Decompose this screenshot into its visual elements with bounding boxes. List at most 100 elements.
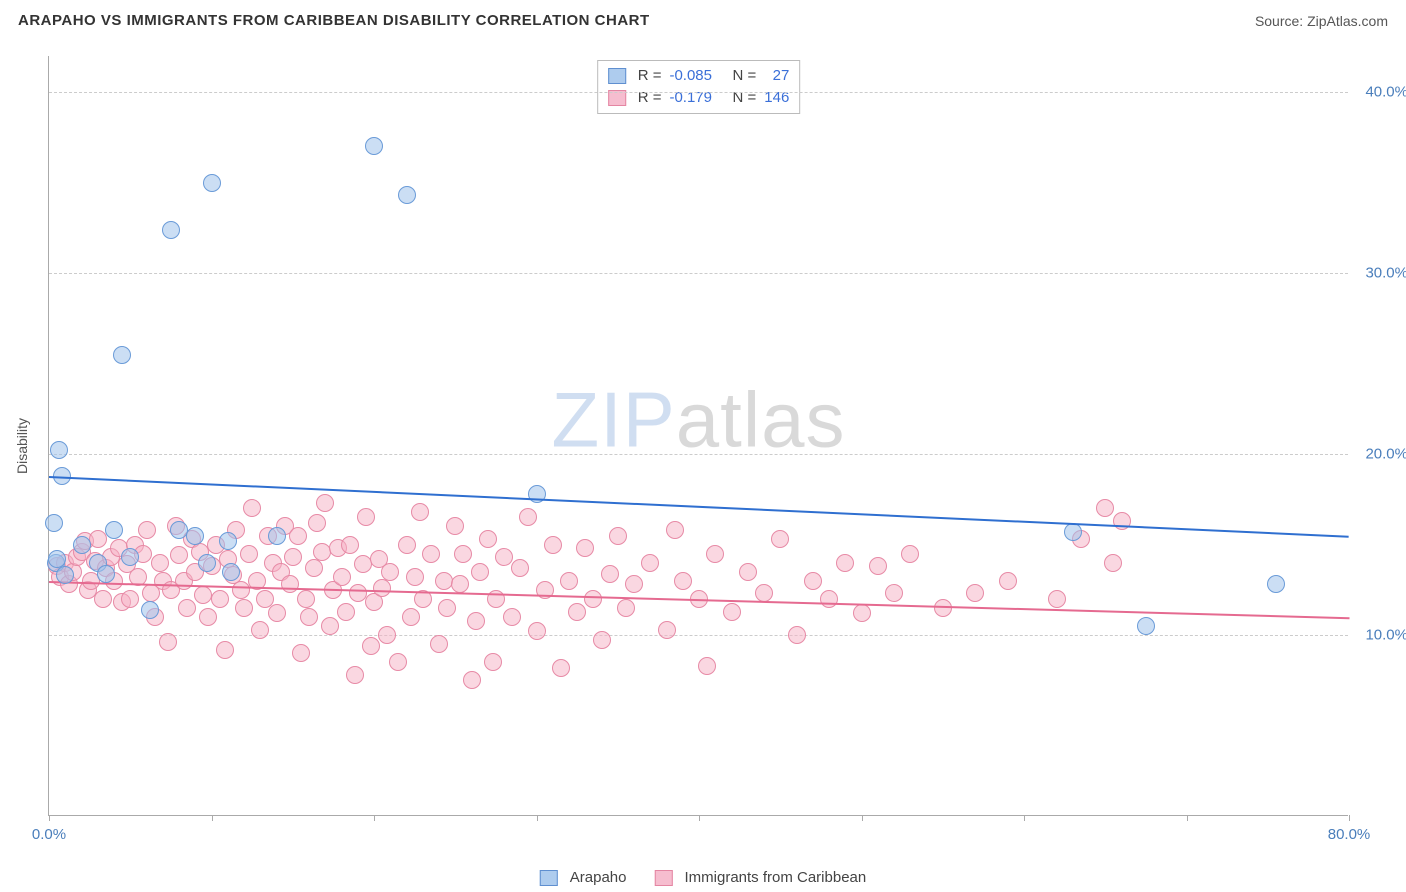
scatter-point [560,572,578,590]
scatter-point [232,581,250,599]
scatter-point [357,508,375,526]
x-tick [537,815,538,821]
scatter-point [1064,523,1082,541]
scatter-point [48,550,66,568]
x-tick [1024,815,1025,821]
scatter-point [430,635,448,653]
scatter-point [698,657,716,675]
scatter-point [885,584,903,602]
scatter-point [138,521,156,539]
scatter-point [467,612,485,630]
legend-label-arapaho: Arapaho [570,869,627,886]
scatter-point [141,601,159,619]
scatter-point [617,599,635,617]
scatter-point [381,563,399,581]
scatter-point [576,539,594,557]
scatter-point [113,346,131,364]
bottom-legend: Arapaho Immigrants from Caribbean [540,869,866,886]
scatter-point [552,659,570,677]
x-tick [212,815,213,821]
legend-item-arapaho: Arapaho [540,869,627,886]
scatter-point [316,494,334,512]
x-tick [49,815,50,821]
scatter-point [56,566,74,584]
scatter-point [365,137,383,155]
scatter-point [378,626,396,644]
scatter-point [243,499,261,517]
scatter-point [511,559,529,577]
scatter-point [313,543,331,561]
scatter-point [484,653,502,671]
scatter-point [337,603,355,621]
scatter-point [268,527,286,545]
scatter-point [281,575,299,593]
scatter-point [706,545,724,563]
n-value-arapaho: 27 [764,65,789,87]
scatter-point [321,617,339,635]
scatter-point [121,548,139,566]
legend-label-caribbean: Immigrants from Caribbean [684,869,866,886]
x-tick-label: 80.0% [1328,826,1371,843]
scatter-point [398,186,416,204]
scatter-point [346,666,364,684]
scatter-point [300,608,318,626]
scatter-point [251,621,269,639]
scatter-point [389,653,407,671]
x-tick [1349,815,1350,821]
scatter-point [1096,499,1114,517]
y-tick-label: 20.0% [1353,446,1406,463]
scatter-point [203,174,221,192]
scatter-point [292,644,310,662]
swatch-arapaho [608,68,626,84]
scatter-point [170,546,188,564]
scatter-point [268,604,286,622]
r-value-arapaho: -0.085 [669,65,712,87]
scatter-point [593,631,611,649]
swatch-caribbean-bottom [654,870,672,886]
source-label: Source: ZipAtlas.com [1255,13,1388,29]
swatch-arapaho-bottom [540,870,558,886]
scatter-point [1104,554,1122,572]
chart-title: ARAPAHO VS IMMIGRANTS FROM CARIBBEAN DIS… [18,12,650,29]
y-tick-label: 30.0% [1353,265,1406,282]
scatter-point [519,508,537,526]
scatter-point [788,626,806,644]
n-value-caribbean: 146 [764,87,789,109]
scatter-point [297,590,315,608]
gridline [49,92,1348,93]
scatter-point [568,603,586,621]
scatter-point [836,554,854,572]
r-value-caribbean: -0.179 [669,87,712,109]
watermark: ZIPatlas [551,375,845,466]
scatter-point [398,536,416,554]
scatter-point [289,527,307,545]
scatter-point [674,572,692,590]
scatter-point [162,221,180,239]
scatter-point [446,517,464,535]
r-label-arapaho: R = [638,65,662,87]
scatter-point [341,536,359,554]
watermark-suffix: atlas [676,376,846,464]
n-label-caribbean: N = [720,87,756,109]
legend-item-caribbean: Immigrants from Caribbean [654,869,866,886]
scatter-point [658,621,676,639]
stats-legend-box: R = -0.085 N = 27 R = -0.179 N = 146 [597,60,801,114]
n-label-arapaho: N = [720,65,756,87]
scatter-point [333,568,351,586]
scatter-point [406,568,424,586]
scatter-point [194,586,212,604]
scatter-point [240,545,258,563]
x-tick [374,815,375,821]
scatter-point [901,545,919,563]
scatter-point [199,608,217,626]
scatter-point [723,603,741,621]
gridline [49,635,1348,636]
scatter-point [739,563,757,581]
scatter-point [349,584,367,602]
scatter-point [422,545,440,563]
scatter-point [151,554,169,572]
scatter-point [362,637,380,655]
scatter-point [235,599,253,617]
scatter-point [495,548,513,566]
scatter-point [97,565,115,583]
